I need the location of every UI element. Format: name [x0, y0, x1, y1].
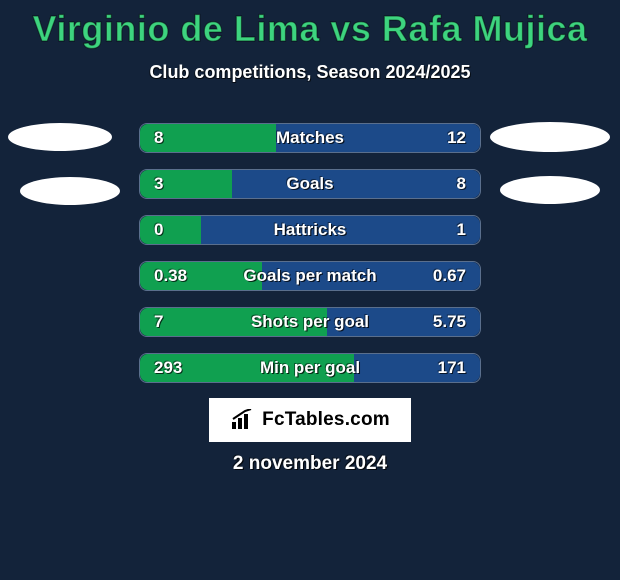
stat-label: Goals per match	[243, 266, 376, 286]
date-text: 2 november 2024	[0, 453, 620, 475]
brand-text: FcTables.com	[262, 409, 390, 431]
brand-plate: FcTables.com	[209, 398, 411, 442]
bar-left	[140, 216, 201, 244]
stat-row-3: 0.38 0.67 Goals per match	[139, 261, 481, 291]
stat-row-5: 293 171 Min per goal	[139, 353, 481, 383]
subtitle: Club competitions, Season 2024/2025	[0, 62, 620, 83]
value-left: 8	[154, 128, 163, 148]
avatar-right-1	[500, 176, 600, 204]
value-right: 0.67	[433, 266, 466, 286]
stat-row-2: 0 1 Hattricks	[139, 215, 481, 245]
stat-label: Shots per goal	[251, 312, 369, 332]
stat-label: Goals	[286, 174, 333, 194]
avatar-left-1	[20, 177, 120, 205]
value-right: 12	[447, 128, 466, 148]
value-left: 7	[154, 312, 163, 332]
stat-label: Hattricks	[274, 220, 347, 240]
value-right: 5.75	[433, 312, 466, 332]
value-right: 1	[457, 220, 466, 240]
stat-row-1: 3 8 Goals	[139, 169, 481, 199]
stat-label: Matches	[276, 128, 344, 148]
value-left: 3	[154, 174, 163, 194]
value-left: 0.38	[154, 266, 187, 286]
bar-right	[232, 170, 480, 198]
avatar-left-0	[8, 123, 112, 151]
stat-row-4: 7 5.75 Shots per goal	[139, 307, 481, 337]
value-left: 0	[154, 220, 163, 240]
stat-label: Min per goal	[260, 358, 360, 378]
page-title: Virginio de Lima vs Rafa Mujica	[0, 8, 620, 50]
brand-chart-icon	[230, 409, 254, 431]
avatar-right-0	[490, 122, 610, 152]
value-right: 8	[457, 174, 466, 194]
value-left: 293	[154, 358, 182, 378]
stat-row-0: 8 12 Matches	[139, 123, 481, 153]
value-right: 171	[438, 358, 466, 378]
